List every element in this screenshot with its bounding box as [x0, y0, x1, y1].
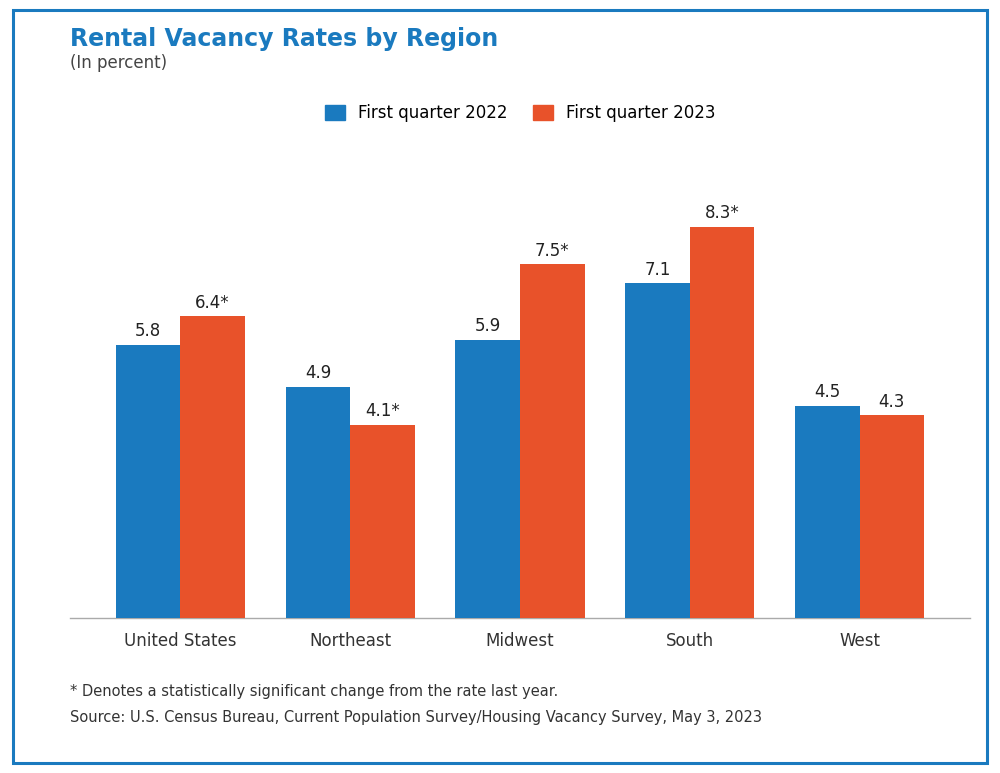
- Text: * Denotes a statistically significant change from the rate last year.: * Denotes a statistically significant ch…: [70, 684, 558, 699]
- Text: 7.1: 7.1: [644, 261, 671, 278]
- Bar: [455, 340, 520, 618]
- Bar: [795, 406, 860, 618]
- Text: 5.9: 5.9: [475, 317, 501, 335]
- Bar: [116, 345, 180, 618]
- Text: 5.8: 5.8: [135, 322, 161, 340]
- Bar: [690, 226, 754, 618]
- Bar: [350, 425, 415, 618]
- Text: 8.3*: 8.3*: [705, 204, 739, 222]
- Text: 6.4*: 6.4*: [195, 294, 230, 312]
- Text: 4.9: 4.9: [305, 364, 331, 383]
- Text: 7.5*: 7.5*: [535, 242, 570, 260]
- Bar: [860, 415, 924, 618]
- Bar: [286, 387, 350, 618]
- Text: (In percent): (In percent): [70, 54, 167, 72]
- Text: 4.1*: 4.1*: [365, 402, 400, 421]
- Text: 4.5: 4.5: [814, 383, 840, 401]
- Bar: [520, 264, 585, 618]
- Bar: [625, 284, 690, 618]
- Text: Source: U.S. Census Bureau, Current Population Survey/Housing Vacancy Survey, Ma: Source: U.S. Census Bureau, Current Popu…: [70, 710, 762, 724]
- Legend: First quarter 2022, First quarter 2023: First quarter 2022, First quarter 2023: [318, 97, 722, 129]
- Bar: [180, 316, 245, 618]
- Text: 4.3: 4.3: [879, 393, 905, 410]
- Text: Rental Vacancy Rates by Region: Rental Vacancy Rates by Region: [70, 27, 498, 51]
